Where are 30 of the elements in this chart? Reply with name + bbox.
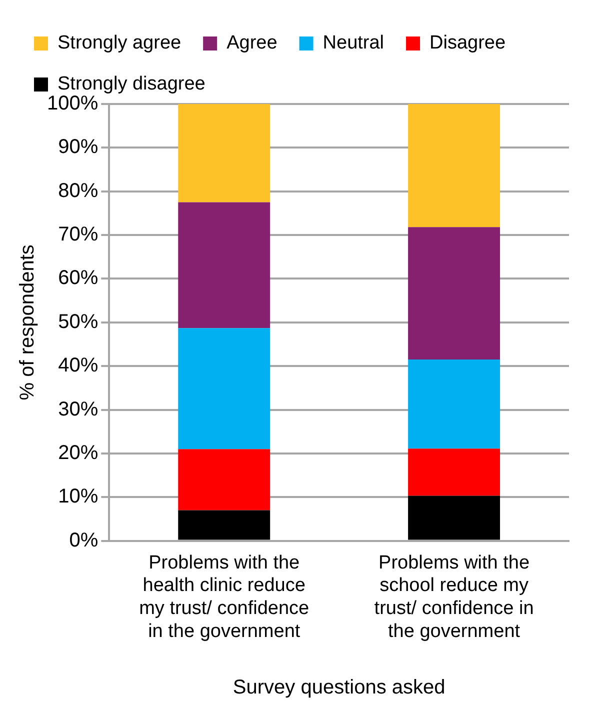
y-tick-label: 50%	[58, 310, 98, 333]
bar	[178, 202, 270, 328]
bar	[408, 360, 500, 449]
legend-label: Disagree	[430, 32, 506, 54]
bar	[178, 104, 270, 202]
y-tick-label: 70%	[58, 224, 98, 246]
y-tick-label: 30%	[58, 398, 98, 420]
bar	[408, 104, 500, 228]
y-tick-label: 60%	[58, 267, 98, 290]
y-axis-title: % of respondents	[16, 244, 39, 400]
bar	[178, 449, 270, 510]
x-tick-label: Problems with the school reduce my trust/ confidence in the government	[374, 552, 534, 642]
legend-label: Neutral	[322, 32, 384, 54]
y-tick-label: 90%	[58, 136, 98, 158]
y-tick-label: 80%	[58, 180, 98, 202]
y-tick-label: 10%	[58, 486, 98, 508]
y-tick-label: 20%	[58, 442, 98, 464]
x-tick-label: Problems with the health clinic reduce my trust/ confidence in the government	[139, 552, 310, 642]
y-tick-label: 100%	[46, 92, 98, 115]
legend-label: Strongly agree	[58, 32, 182, 54]
bar	[408, 227, 500, 360]
y-tick-label: 0%	[69, 529, 98, 552]
bar	[178, 510, 270, 540]
y-tick-label: 40%	[58, 354, 98, 377]
x-axis-title: Survey questions asked	[232, 676, 446, 699]
bar	[178, 328, 270, 450]
legend-label: Strongly disagree	[58, 74, 206, 95]
legend-label: Agree	[226, 32, 278, 54]
bar	[408, 448, 500, 496]
bar	[408, 496, 500, 540]
